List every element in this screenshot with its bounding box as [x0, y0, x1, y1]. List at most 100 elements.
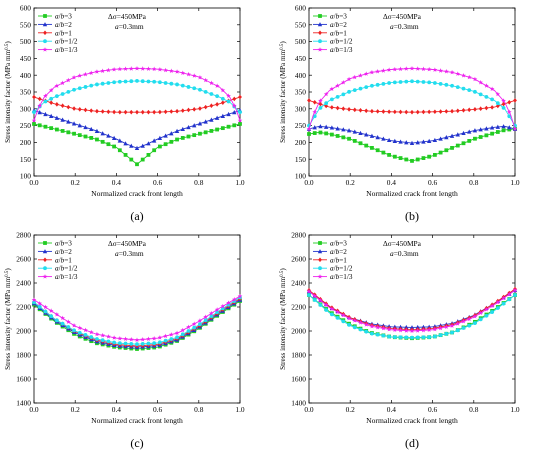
data-point — [450, 108, 454, 114]
legend-swatch-marker — [318, 241, 322, 245]
data-point — [157, 335, 163, 340]
y-tick-label: 2000 — [16, 327, 31, 336]
data-point — [306, 126, 312, 131]
data-point — [478, 317, 483, 322]
data-point — [146, 79, 151, 84]
data-point — [135, 79, 139, 83]
data-point — [501, 301, 506, 306]
data-point — [438, 81, 443, 86]
data-point — [146, 66, 151, 71]
y-tick-label: 2800 — [291, 231, 306, 240]
y-tick-label: 250 — [295, 121, 306, 130]
legend-swatch-marker — [318, 39, 322, 44]
data-point — [94, 128, 100, 134]
data-point — [415, 66, 421, 71]
data-point — [203, 119, 208, 124]
series-a-b-1-3 — [31, 65, 243, 123]
y-tick-label: 350 — [20, 88, 31, 97]
data-point — [163, 81, 168, 85]
data-point — [312, 125, 317, 130]
data-point — [123, 153, 128, 157]
series-a-b-1 — [307, 98, 517, 115]
data-point — [432, 326, 438, 332]
data-point — [117, 148, 122, 153]
data-point — [461, 86, 466, 91]
data-point — [358, 130, 363, 136]
x-tick-label: 1.0 — [510, 405, 520, 414]
data-point — [381, 136, 386, 141]
data-point — [490, 310, 495, 314]
data-point — [111, 135, 117, 141]
data-point — [106, 339, 111, 344]
data-point — [214, 83, 220, 88]
legend-entry: a/b=3 — [313, 240, 347, 248]
legend-swatch-marker — [43, 241, 47, 245]
annotation-stress-range: Δσ=450MPa — [108, 12, 147, 21]
data-point — [347, 136, 351, 141]
data-point — [444, 331, 449, 336]
legend-swatch-marker — [42, 249, 48, 254]
data-point — [364, 85, 369, 90]
data-point — [175, 108, 179, 114]
data-point — [432, 153, 437, 157]
data-point — [43, 111, 48, 117]
data-point — [140, 79, 145, 84]
data-point — [209, 310, 214, 316]
y-tick-label: 100 — [295, 172, 306, 181]
data-point — [89, 108, 94, 113]
data-point — [473, 89, 477, 94]
y-tick-label: 1600 — [291, 375, 306, 384]
data-point — [403, 328, 409, 333]
data-point — [392, 327, 398, 333]
data-point — [386, 67, 392, 72]
x-tick-label: 0.6 — [428, 178, 438, 187]
data-point — [449, 323, 455, 328]
y-tick-label: 2200 — [291, 303, 306, 312]
data-point — [484, 133, 489, 138]
data-point — [163, 338, 168, 343]
data-point — [484, 83, 489, 88]
data-point — [191, 73, 197, 78]
data-point — [220, 87, 226, 93]
data-point — [71, 121, 77, 126]
y-tick-label: 150 — [295, 155, 306, 164]
data-point — [123, 79, 128, 84]
y-axis-label: Stress intensity factor (MPa mm0.5) — [279, 41, 287, 143]
data-point — [146, 341, 151, 346]
data-point — [151, 138, 157, 143]
data-point — [364, 132, 369, 137]
data-point — [432, 109, 437, 115]
series-a-b-1 — [32, 94, 242, 115]
data-point — [112, 109, 117, 115]
data-point — [198, 322, 202, 327]
series-a-b-1-2 — [307, 293, 517, 340]
data-point — [215, 102, 220, 107]
data-point — [347, 107, 351, 112]
data-point — [54, 115, 60, 120]
series-a-b-1-3 — [306, 65, 518, 131]
legend-swatch-marker — [318, 14, 322, 18]
data-point — [432, 334, 437, 339]
data-point — [135, 342, 139, 347]
legend-label: a/b=3 — [330, 13, 347, 21]
data-point — [375, 324, 381, 330]
data-point — [484, 307, 489, 312]
data-point — [341, 106, 346, 111]
data-point — [100, 81, 105, 86]
series-a-b-1-3 — [306, 287, 518, 334]
data-point — [203, 130, 208, 135]
data-point — [398, 327, 403, 333]
data-point — [60, 103, 65, 109]
x-tick-label: 0.0 — [29, 178, 39, 187]
data-point — [409, 140, 415, 145]
data-point — [501, 101, 506, 107]
data-point — [461, 108, 466, 113]
y-tick-label: 500 — [20, 37, 31, 46]
data-point — [169, 131, 174, 136]
data-point — [443, 69, 449, 74]
data-point — [318, 297, 323, 303]
legend-label: a/b=3 — [330, 240, 347, 248]
y-axis-label: Stress intensity factor (MPa mm0.5) — [4, 268, 12, 370]
data-point — [209, 117, 214, 122]
data-point — [60, 321, 65, 326]
